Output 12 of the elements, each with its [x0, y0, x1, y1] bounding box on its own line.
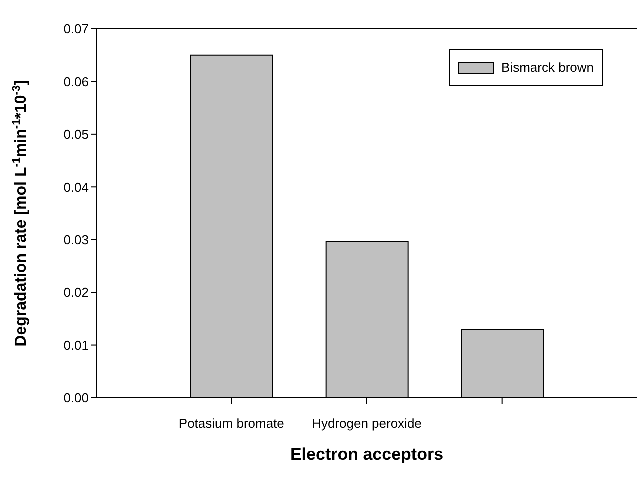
x-tick-label: Hydrogen peroxide: [312, 416, 422, 431]
y-tick-label: 0.05: [64, 127, 89, 142]
y-tick-label: 0.00: [64, 390, 89, 406]
y-tick-label: 0.03: [64, 232, 89, 248]
y-tick-label: 0.02: [64, 285, 89, 300]
y-tick-label: 0.07: [64, 22, 89, 37]
y-tick-label: 0.01: [64, 338, 89, 353]
x-axis-title: Electron acceptors: [290, 445, 444, 464]
y-tick-label: 0.06: [64, 74, 89, 90]
y-tick-label: 0.04: [64, 180, 89, 195]
x-tick-label: Potasium bromate: [178, 416, 284, 431]
legend-label: Bismarck brown: [502, 60, 594, 75]
